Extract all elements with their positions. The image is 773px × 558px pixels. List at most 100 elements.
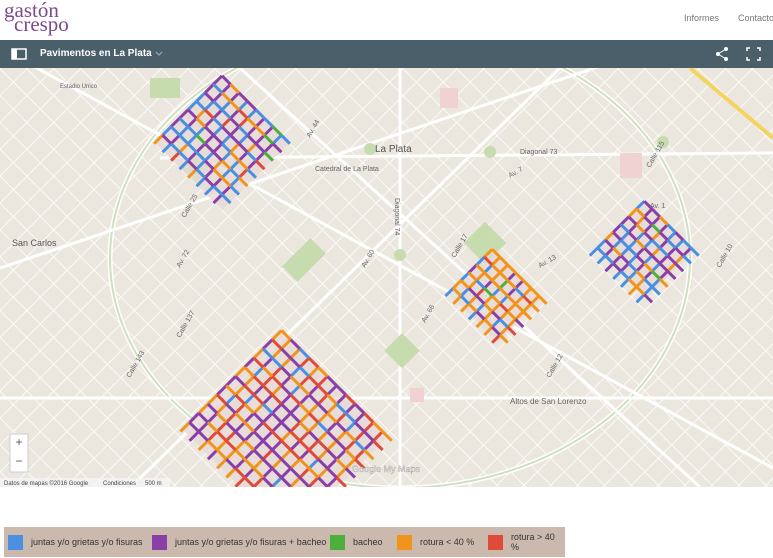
pavement-segment — [588, 246, 599, 257]
pavement-segment — [335, 448, 347, 461]
pavement-segment — [307, 467, 320, 479]
pavement-segment — [216, 421, 228, 433]
pavement-segment — [307, 421, 320, 433]
pavement-segment — [220, 185, 232, 196]
legend: juntas y/o grietas y/o fisuras juntas y/o… — [4, 527, 565, 557]
pavement-segment — [353, 439, 366, 452]
pavement-patch — [153, 74, 291, 211]
map-label: Av. 1 — [650, 203, 665, 210]
map-label: Estadio Unico — [60, 84, 98, 90]
pavement-segment — [326, 439, 338, 452]
pavement-segment — [225, 467, 237, 479]
pavement-segment — [212, 193, 224, 205]
pavement-segment — [344, 412, 357, 424]
pavement-segment — [206, 421, 219, 433]
pavement-segment — [254, 142, 266, 154]
pavement-segment — [246, 100, 258, 111]
pavement-segment — [326, 402, 338, 415]
pavement-segment — [203, 134, 215, 145]
legend-item: rotura < 40 % — [397, 533, 474, 551]
pavement-segment — [220, 91, 232, 103]
pavement-segment — [243, 467, 255, 479]
zoom-in[interactable]: + — [15, 435, 22, 449]
pavement-segment — [381, 430, 393, 442]
pavement-segment — [289, 476, 301, 487]
pavement-segment — [317, 430, 329, 442]
pavement-segment — [243, 402, 255, 415]
pavement-segment — [635, 254, 646, 265]
pavement-segment — [307, 356, 320, 369]
pavement-segment — [234, 375, 246, 387]
pavement-segment — [225, 393, 237, 406]
legend-item: juntas y/o grietas y/o fisuras — [8, 533, 143, 551]
share-icon[interactable] — [716, 47, 728, 61]
pavement-segment — [161, 125, 173, 137]
pavement-segment — [612, 262, 623, 273]
pavement-segment — [188, 421, 200, 433]
pavement-segment — [188, 430, 200, 442]
pavement-segment — [280, 476, 292, 487]
pavement-segment — [317, 458, 329, 470]
pavement-segment — [467, 310, 478, 321]
pavement-segment — [206, 393, 219, 406]
pavement-segment — [353, 448, 366, 461]
pavement-segment — [689, 246, 700, 257]
pavement-segment — [234, 421, 246, 433]
pavement-segment — [195, 151, 207, 162]
attribution: Datos de mapas ©2016 Google — [4, 480, 89, 487]
pavement-segment — [498, 310, 509, 321]
map-label: Diagonal 74 — [393, 198, 400, 235]
pavement-segment — [483, 271, 494, 282]
nav-link[interactable]: Informes — [684, 13, 720, 23]
pavement-segment — [317, 384, 329, 396]
pavement-segment — [229, 159, 241, 171]
pavement-segment — [252, 458, 265, 470]
pavement-segment — [271, 347, 283, 360]
pavement-segment — [212, 117, 224, 128]
legend-swatch — [397, 534, 412, 550]
pavement-segment — [452, 279, 463, 290]
pavement-segment — [252, 439, 265, 452]
pavement-segment — [317, 393, 329, 406]
pavement-segment — [229, 125, 241, 137]
pavement-segment — [252, 448, 265, 461]
nav-link[interactable]: Contacto — [738, 13, 773, 23]
pavement-segment — [195, 134, 207, 145]
pavement-segment — [627, 231, 638, 242]
pavement-segment — [307, 384, 320, 396]
pavement-segment — [289, 439, 301, 452]
pavement-segment — [619, 223, 630, 234]
pavement-segment — [658, 239, 669, 249]
terms-link[interactable]: Condiciones — [103, 481, 136, 487]
pavement-segment — [263, 151, 274, 162]
zoom-out[interactable]: − — [15, 454, 22, 468]
sidebar-icon-part — [12, 49, 17, 59]
pavement-segment — [170, 117, 181, 128]
pavement-segment — [344, 467, 357, 479]
pavement-segment — [271, 393, 283, 406]
pavement-segment — [271, 366, 283, 378]
pavement-segment — [234, 402, 246, 415]
logo-top[interactable]: gastón — [4, 0, 59, 22]
pavement-segment — [612, 239, 623, 249]
pavement-segment — [234, 467, 246, 479]
pavement-segment — [307, 366, 320, 378]
pavement-segment — [514, 302, 525, 313]
pavement-segment — [452, 294, 463, 305]
map[interactable]: La Plata Diagonal 73 Catedral de La Plata S… — [0, 68, 773, 487]
pavement-segment — [335, 476, 347, 487]
pavement-segment — [307, 393, 320, 406]
pavement-segment — [229, 83, 241, 94]
pavement-segment — [326, 430, 338, 442]
pavement-segment — [206, 402, 219, 415]
pavement-segment — [243, 375, 255, 387]
pavement-segment — [298, 402, 311, 415]
fullscreen-icon[interactable] — [746, 47, 761, 61]
logo-bottom[interactable]: crespo — [14, 12, 69, 36]
pavement-segment — [619, 246, 630, 257]
pavement-segment — [353, 412, 366, 424]
pavement-segment — [651, 285, 661, 296]
pavement-segment — [246, 117, 258, 128]
pavement-segment — [229, 168, 241, 179]
dropdown-icon[interactable] — [155, 51, 163, 56]
